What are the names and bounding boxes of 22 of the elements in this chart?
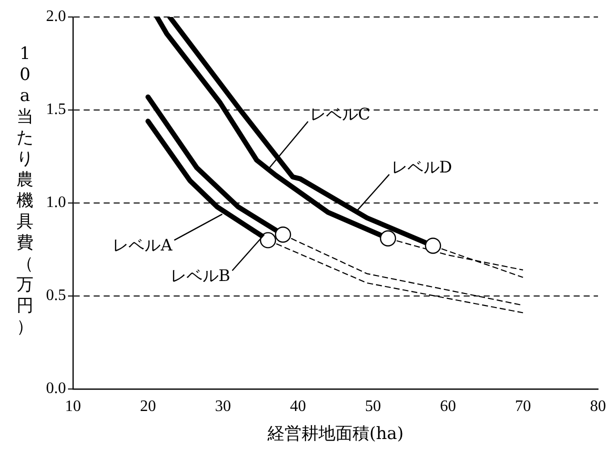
x-tick-label: 70 <box>515 398 531 415</box>
point <box>380 230 396 246</box>
y-tick-label: 1.0 <box>46 194 66 212</box>
x-tick-label: 10 <box>65 398 81 415</box>
y-tick-label: 1.5 <box>46 101 66 118</box>
point <box>424 238 442 254</box>
x-tick-label: 80 <box>590 398 606 415</box>
point <box>260 232 276 248</box>
x-tick-label: 50 <box>365 398 381 415</box>
annotation: レベルB <box>170 266 230 285</box>
y-tick-label: 2.0 <box>46 8 66 26</box>
x-tick-label: 60 <box>440 398 456 415</box>
point <box>274 226 292 243</box>
x-tick-label: 20 <box>140 398 156 415</box>
annotation: レベルD <box>391 158 452 177</box>
x-tick-label: 40 <box>290 398 306 415</box>
y-tick-label: 0.0 <box>46 380 66 398</box>
annotation: レベルA <box>112 235 173 254</box>
text: 10a当たり農機具費（万円） <box>16 44 34 337</box>
y-tick-label: 0.5 <box>46 287 66 304</box>
x-tick-label: 30 <box>215 398 231 415</box>
x-axis-title: 経営耕地面積(ha) <box>266 424 404 444</box>
